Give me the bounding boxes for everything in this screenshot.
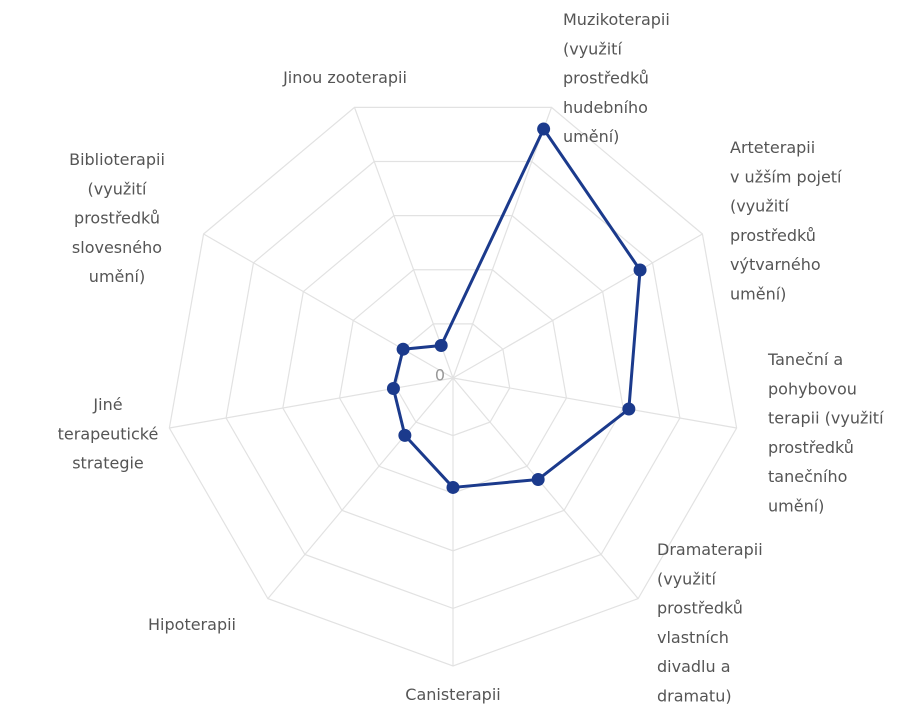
axis-line xyxy=(203,233,454,379)
data-point xyxy=(434,339,448,353)
axis-line xyxy=(452,377,639,600)
data-point xyxy=(622,402,636,416)
axis-line xyxy=(452,377,737,429)
data-point xyxy=(633,263,647,277)
axis-label: Jiné terapeutické strategie xyxy=(58,395,159,473)
axis-line xyxy=(267,377,454,600)
grid-ring xyxy=(225,160,681,610)
axis-label: Taneční a pohybovou terapii (využití prostř… xyxy=(767,350,884,516)
axis-label: Arteterapii v užším pojetí (využití prostře… xyxy=(730,138,842,304)
grid-ring xyxy=(395,323,511,437)
axis-line xyxy=(353,107,454,379)
axis-label: Hipoterapii xyxy=(148,615,236,634)
axis-label: Biblioterapii (využití prostředků slovesnéh… xyxy=(69,150,165,286)
data-point xyxy=(398,428,412,442)
axis-label: Dramaterapii (využití prostředků vlastních d… xyxy=(657,540,763,706)
axis-line xyxy=(452,107,553,379)
grid-ring xyxy=(338,269,568,494)
data-point xyxy=(396,342,410,356)
axis-line xyxy=(452,233,703,379)
grid-ring xyxy=(168,106,738,667)
axis-label: Canisterapii xyxy=(405,685,500,704)
grid-ring xyxy=(282,215,624,552)
data-point xyxy=(537,122,551,136)
data-point xyxy=(386,382,400,396)
series-line xyxy=(391,127,642,489)
axis-label: Muzikoterapii (využití prostředků hudebního… xyxy=(563,10,670,146)
tick-label: 0 xyxy=(435,366,445,385)
axis-line xyxy=(169,377,454,429)
axis-label: Jinou zooterapii xyxy=(282,68,407,87)
data-point xyxy=(446,480,460,494)
data-point xyxy=(531,472,545,486)
